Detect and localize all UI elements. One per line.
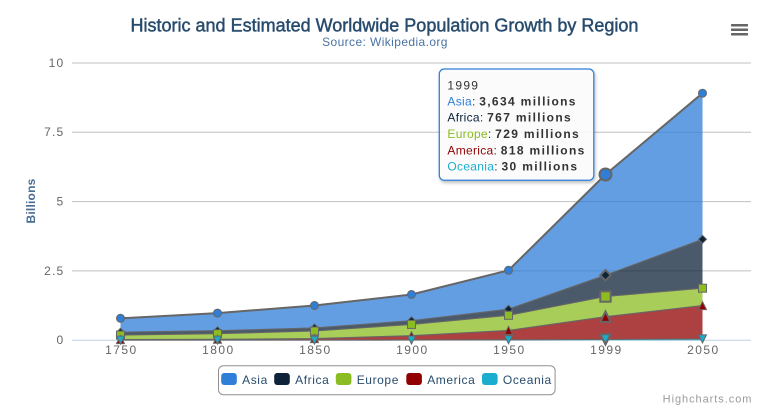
svg-text:Asia: 3,634 millions: Asia: 3,634 millions xyxy=(447,94,576,108)
svg-text:Africa: 767 millions: Africa: 767 millions xyxy=(447,111,572,125)
svg-text:Source: Wikipedia.org: Source: Wikipedia.org xyxy=(322,35,448,49)
svg-text:Africa: Africa xyxy=(295,373,329,387)
svg-text:1950: 1950 xyxy=(493,343,526,357)
svg-text:Asia: Asia xyxy=(242,373,268,387)
svg-text:America: America xyxy=(427,373,475,387)
svg-text:Europe: 729 millions: Europe: 729 millions xyxy=(447,127,580,141)
svg-text:0: 0 xyxy=(56,333,64,347)
svg-text:7.5: 7.5 xyxy=(44,125,64,139)
svg-text:5: 5 xyxy=(56,195,64,209)
svg-text:1850: 1850 xyxy=(299,343,332,357)
svg-text:1900: 1900 xyxy=(396,343,429,357)
svg-text:1999: 1999 xyxy=(447,79,479,93)
svg-text:America: 818 millions: America: 818 millions xyxy=(447,143,585,157)
svg-text:Highcharts.com: Highcharts.com xyxy=(663,394,753,406)
svg-text:2050: 2050 xyxy=(687,343,720,357)
svg-text:Historic and Estimated Worldwi: Historic and Estimated Worldwide Populat… xyxy=(131,16,639,36)
svg-text:Billions: Billions xyxy=(24,178,38,223)
svg-text:1999: 1999 xyxy=(590,343,623,357)
svg-text:10: 10 xyxy=(49,56,65,70)
svg-text:2.5: 2.5 xyxy=(44,264,64,278)
svg-text:1750: 1750 xyxy=(105,343,138,357)
svg-text:1800: 1800 xyxy=(202,343,235,357)
svg-text:Europe: Europe xyxy=(357,373,399,387)
svg-text:Oceania: Oceania xyxy=(503,373,552,387)
svg-text:Oceania: 30 millions: Oceania: 30 millions xyxy=(447,160,578,174)
